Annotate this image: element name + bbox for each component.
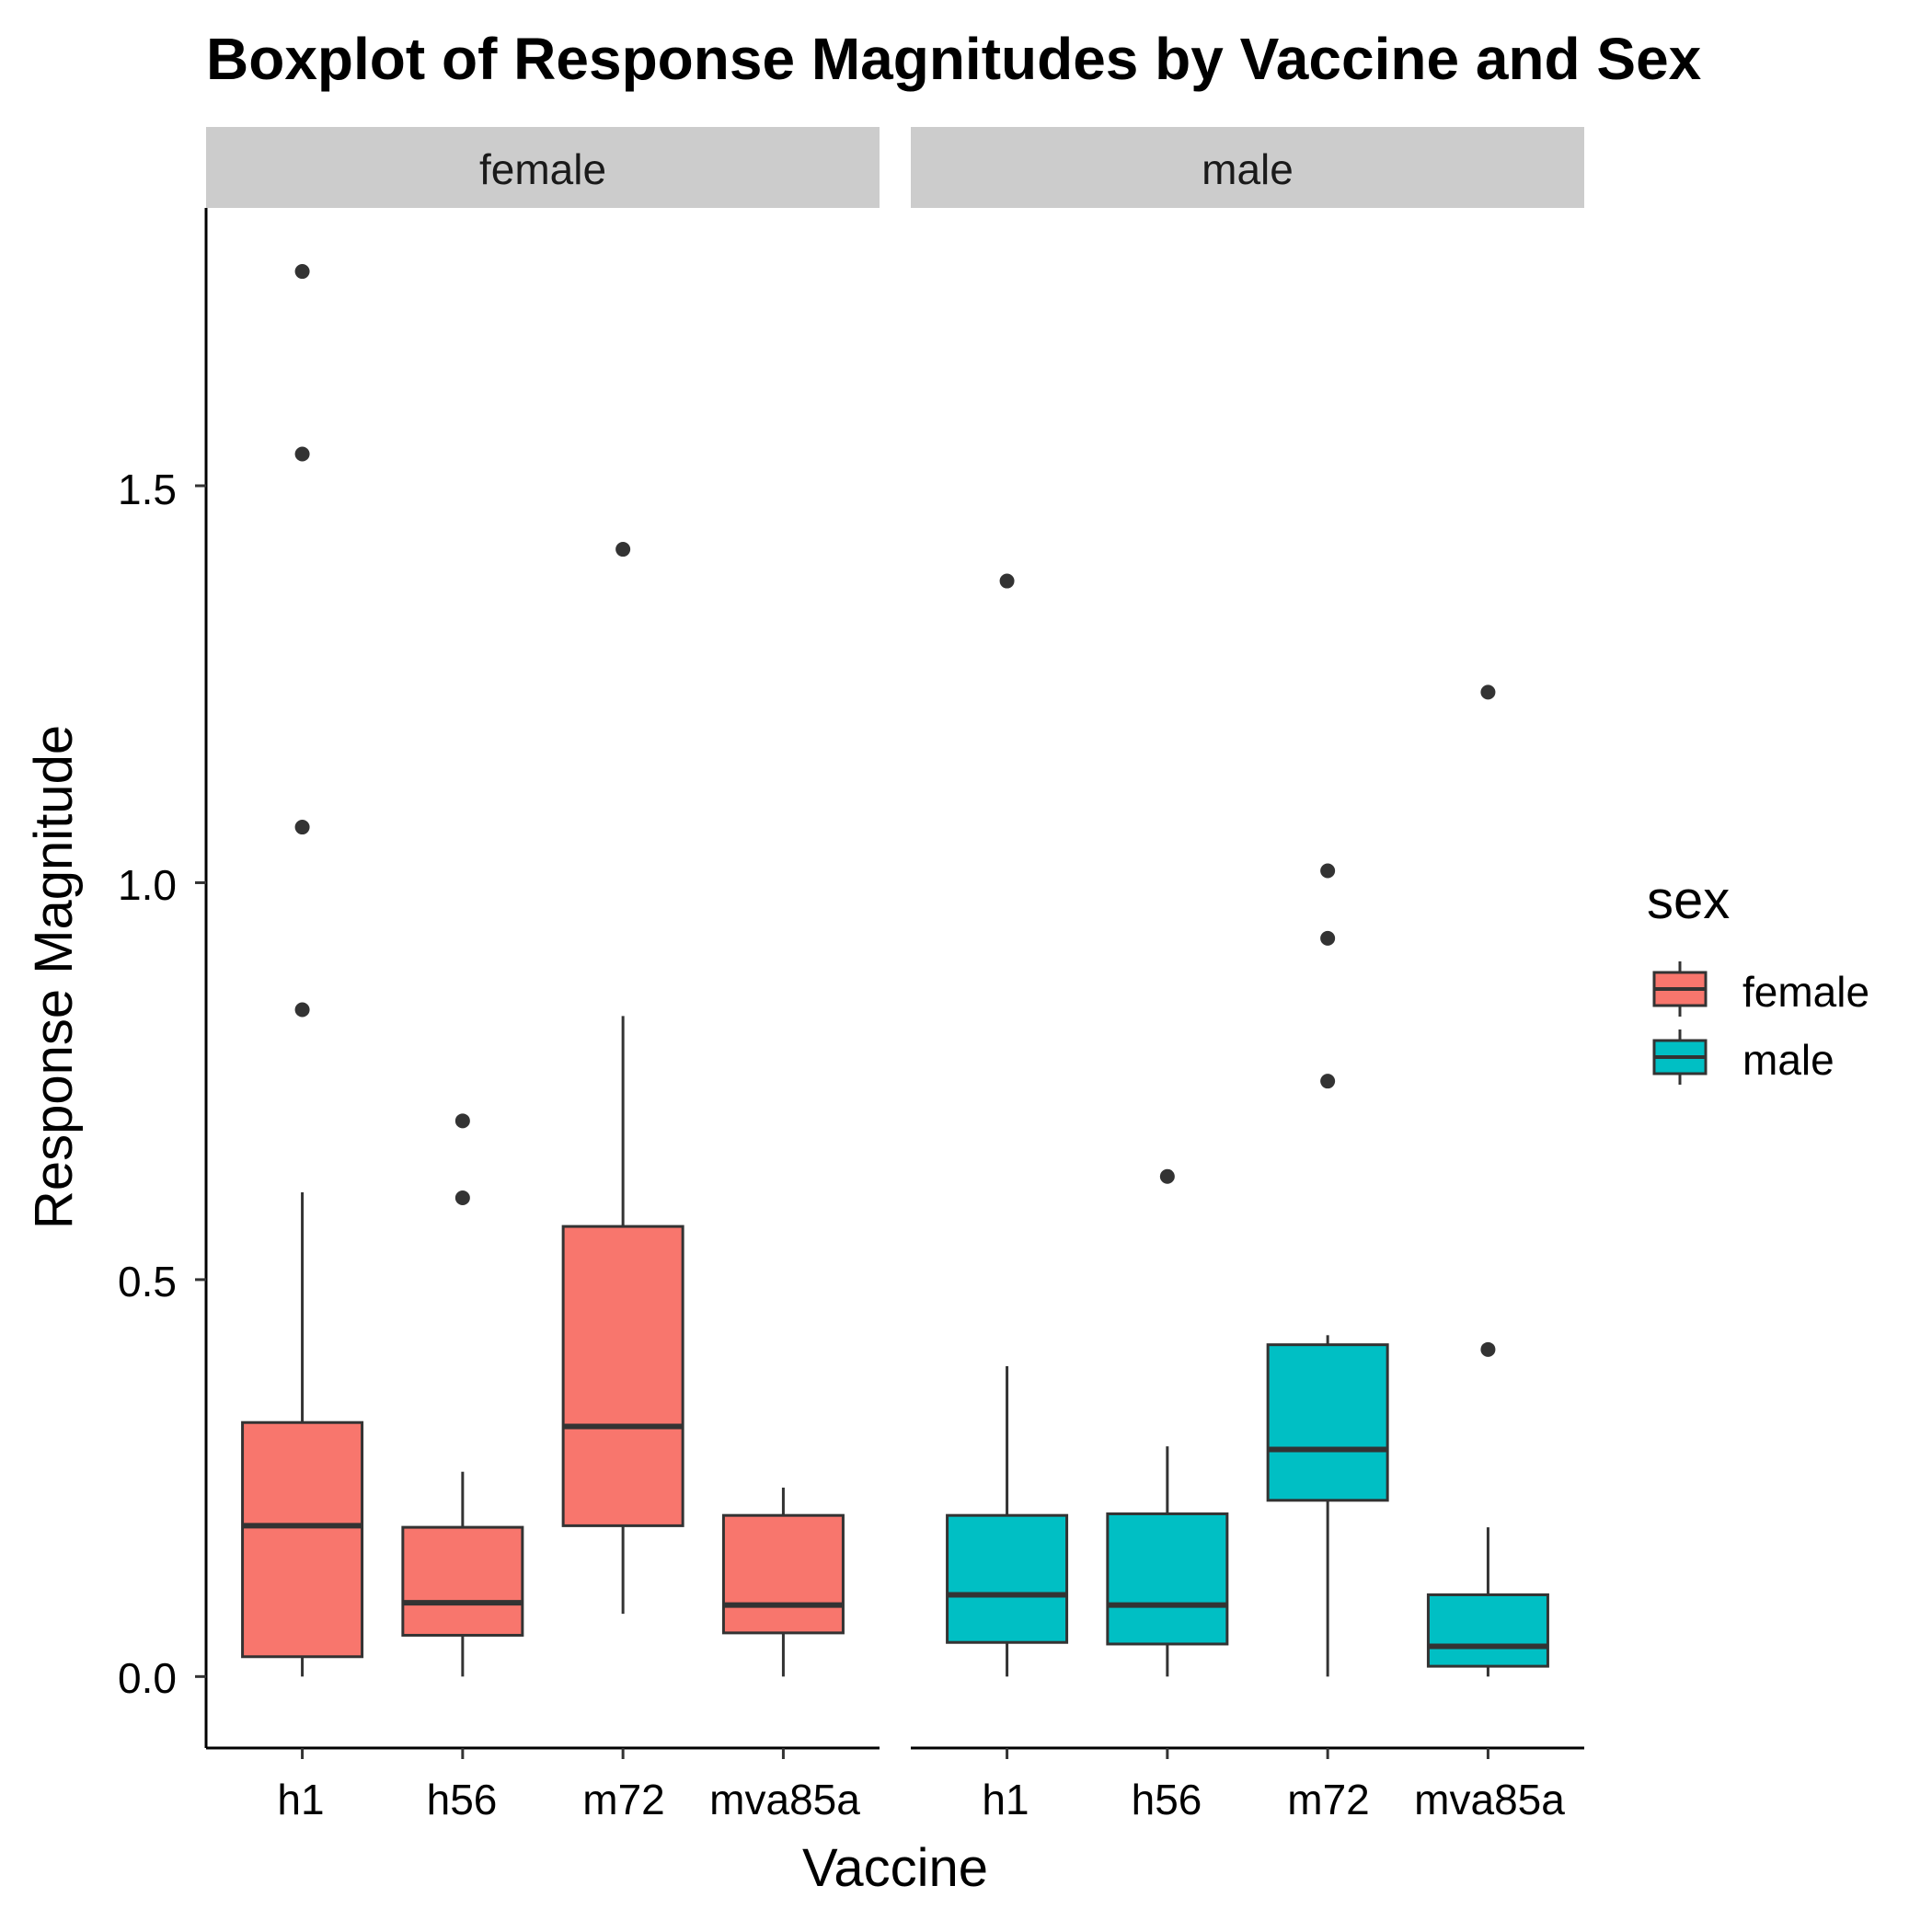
chart-marks <box>195 208 1708 1759</box>
outlier-point <box>1320 930 1336 946</box>
legend-label-male: male <box>1742 1036 1834 1084</box>
outlier-point <box>454 1190 470 1206</box>
y-axis-title: Response Magnitude <box>24 725 84 1229</box>
x-tick-label: h56 <box>1132 1776 1202 1823</box>
legend-label-female: female <box>1742 968 1869 1016</box>
outlier-point <box>454 1113 470 1129</box>
box-body <box>946 1513 1069 1644</box>
x-tick-label: m72 <box>582 1776 664 1823</box>
outlier-point <box>1320 1074 1336 1089</box>
facet-strip-male <box>911 127 1584 208</box>
y-tick-label: 1.0 <box>118 861 177 909</box>
outlier-point <box>1320 863 1336 879</box>
outlier-point <box>1159 1168 1175 1184</box>
legend-title: sex <box>1647 870 1730 930</box>
box-body <box>561 1225 684 1527</box>
outlier-point <box>1480 684 1496 700</box>
box-body <box>401 1525 524 1637</box>
chart-title: Boxplot of Response Magnitudes by Vaccin… <box>206 26 1702 92</box>
box-body <box>721 1513 845 1635</box>
box-body <box>1266 1343 1389 1502</box>
outlier-point <box>294 820 310 835</box>
y-tick-label: 0.5 <box>118 1258 177 1305</box>
facet-label-female: female <box>479 145 606 193</box>
x-tick-label: h1 <box>277 1776 324 1823</box>
x-tick-label: m72 <box>1287 1776 1369 1823</box>
box-body <box>1426 1593 1549 1668</box>
outlier-point <box>294 264 310 280</box>
y-tick-label: 1.5 <box>118 466 177 513</box>
box-body <box>1106 1512 1229 1646</box>
facet-label-male: male <box>1202 145 1294 193</box>
outlier-point <box>294 446 310 462</box>
facet-strip-female <box>206 127 880 208</box>
outlier-point <box>1480 1341 1496 1357</box>
x-tick-label: h1 <box>982 1776 1029 1823</box>
x-tick-label: mva85a <box>1414 1776 1565 1823</box>
x-axis-title: Vaccine <box>802 1838 988 1898</box>
outlier-point <box>999 573 1015 589</box>
x-tick-label: h56 <box>427 1776 498 1823</box>
y-tick-label: 0.0 <box>118 1654 177 1702</box>
box-body <box>241 1420 364 1659</box>
outlier-point <box>294 1002 310 1018</box>
x-tick-label: mva85a <box>709 1776 860 1823</box>
outlier-point <box>615 542 631 558</box>
